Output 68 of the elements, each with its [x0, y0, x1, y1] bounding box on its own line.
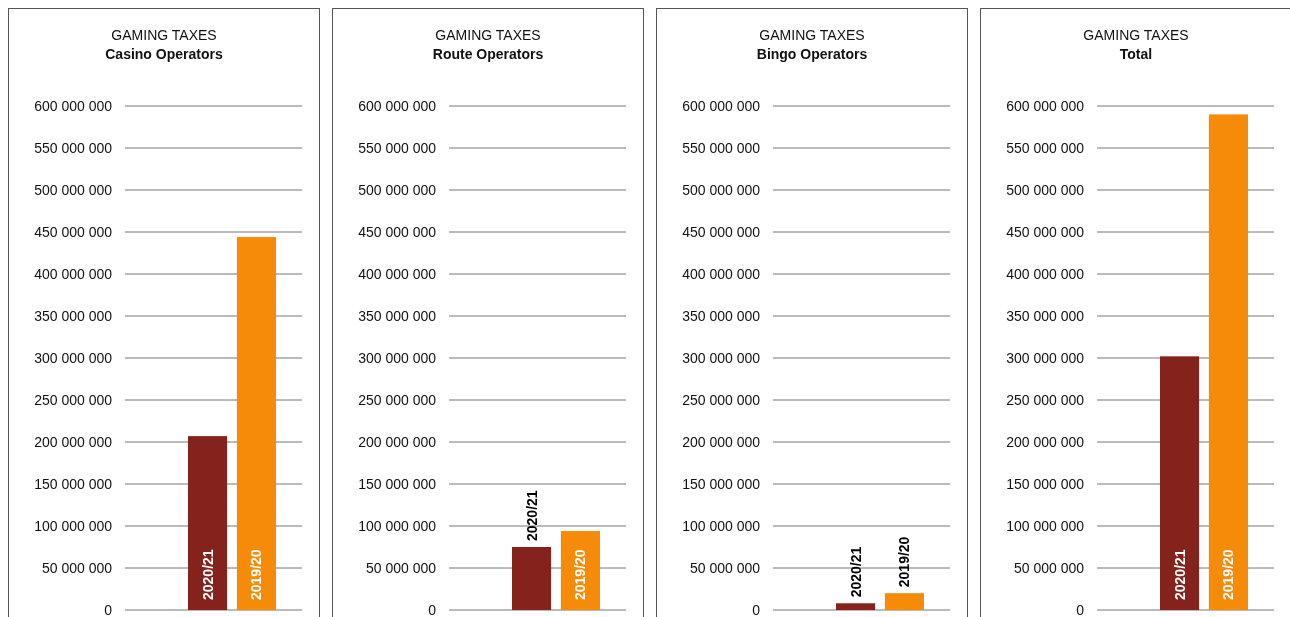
y-tick-label: 550 000 000 [682, 139, 761, 156]
y-tick-label: 50 000 000 [1013, 559, 1085, 576]
y-tick-label: 400 000 000 [358, 265, 437, 282]
y-tick-label: 350 000 000 [682, 307, 761, 324]
y-tick-label: 600 000 000 [358, 97, 437, 114]
y-tick-label: 150 000 000 [34, 475, 113, 492]
y-tick-label: 300 000 000 [358, 349, 437, 366]
y-tick-label: 150 000 000 [1006, 475, 1085, 492]
y-tick-label: 50 000 000 [689, 559, 761, 576]
y-tick-label: 550 000 000 [358, 139, 437, 156]
y-tick-label: 100 000 000 [358, 517, 437, 534]
y-tick-label: 500 000 000 [358, 181, 437, 198]
y-tick-label: 350 000 000 [358, 307, 437, 324]
y-tick-label: 150 000 000 [358, 475, 437, 492]
y-tick-label: 50 000 000 [365, 559, 437, 576]
y-tick-label: 0 [428, 601, 437, 617]
y-tick-label: 200 000 000 [34, 433, 113, 450]
chart-title: GAMING TAXES [759, 27, 865, 43]
x-tick-label: 2020/21 [847, 546, 864, 598]
x-tick-label: 2019/20 [896, 536, 913, 588]
y-tick-label: 100 000 000 [34, 517, 113, 534]
y-tick-label: 400 000 000 [682, 265, 761, 282]
y-tick-label: 300 000 000 [682, 349, 761, 366]
y-tick-label: 500 000 000 [1006, 181, 1085, 198]
y-tick-label: 550 000 000 [34, 139, 113, 156]
y-tick-label: 0 [752, 601, 761, 617]
y-tick-label: 250 000 000 [682, 391, 761, 408]
y-tick-label: 450 000 000 [1006, 223, 1085, 240]
chart-title: GAMING TAXES [111, 27, 217, 43]
chart-subtitle: Total [1119, 46, 1153, 62]
y-tick-label: 200 000 000 [682, 433, 761, 450]
y-tick-label: 300 000 000 [1006, 349, 1085, 366]
y-tick-label: 550 000 000 [1006, 139, 1085, 156]
y-tick-label: 450 000 000 [34, 223, 113, 240]
y-tick-label: 250 000 000 [358, 391, 437, 408]
x-tick-label: 2019/20 [572, 549, 589, 600]
x-tick-label: 2020/21 [199, 549, 216, 600]
x-tick-label: 2020/21 [1171, 549, 1188, 600]
y-tick-label: 0 [104, 601, 113, 617]
x-tick-label: 2020/21 [523, 490, 540, 541]
y-tick-label: 50 000 000 [41, 559, 113, 576]
y-tick-label: 0 [1076, 601, 1085, 617]
y-tick-label: 450 000 000 [358, 223, 437, 240]
y-tick-label: 100 000 000 [1006, 517, 1085, 534]
y-tick-label: 200 000 000 [358, 433, 437, 450]
y-tick-label: 600 000 000 [34, 97, 113, 114]
chart-title: GAMING TAXES [1083, 27, 1189, 43]
y-tick-label: 500 000 000 [682, 181, 761, 198]
y-tick-label: 350 000 000 [34, 307, 113, 324]
y-tick-label: 300 000 000 [34, 349, 113, 366]
y-tick-label: 100 000 000 [682, 517, 761, 534]
chart-subtitle: Casino Operators [105, 46, 223, 62]
y-tick-label: 400 000 000 [34, 265, 113, 282]
x-tick-label: 2019/20 [1220, 549, 1237, 600]
chart-title: GAMING TAXES [435, 27, 541, 43]
x-tick-label: 2019/20 [248, 549, 265, 600]
chart-subtitle: Route Operators [432, 46, 544, 62]
chart-subtitle: Bingo Operators [756, 46, 868, 62]
y-tick-label: 600 000 000 [1006, 97, 1085, 114]
y-tick-label: 250 000 000 [1006, 391, 1085, 408]
y-tick-label: 350 000 000 [1006, 307, 1085, 324]
y-tick-label: 400 000 000 [1006, 265, 1085, 282]
y-tick-label: 200 000 000 [1006, 433, 1085, 450]
y-tick-label: 500 000 000 [34, 181, 113, 198]
y-tick-label: 250 000 000 [34, 391, 113, 408]
y-tick-label: 600 000 000 [682, 97, 761, 114]
y-tick-label: 450 000 000 [682, 223, 761, 240]
y-tick-label: 150 000 000 [682, 475, 761, 492]
